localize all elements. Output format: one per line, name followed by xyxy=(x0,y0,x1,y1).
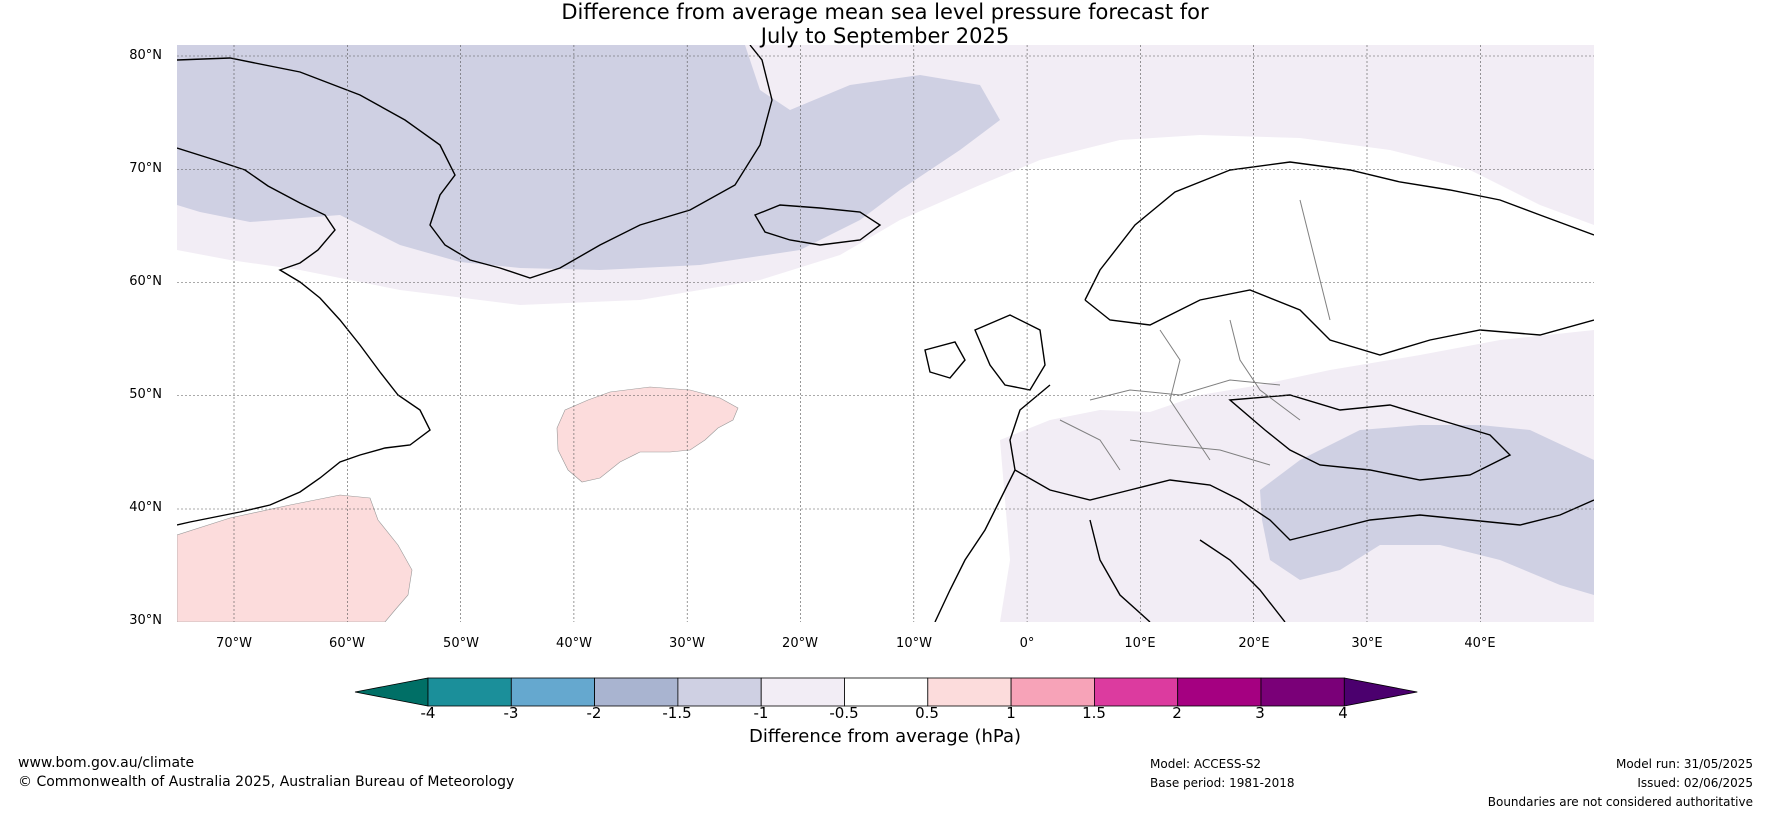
lat-label-30n: 30°N xyxy=(129,613,162,628)
lon-label-70w: 70°W xyxy=(216,636,252,651)
map-title: Difference from average mean sea level p… xyxy=(0,0,1770,48)
lat-label-40n: 40°N xyxy=(129,500,162,515)
colorbar-tick: 3 xyxy=(1255,704,1265,722)
anomaly-region-moderate-negative-north xyxy=(177,45,1000,270)
model-name: Model: ACCESS-S2 xyxy=(1150,757,1262,771)
colorbar-segment xyxy=(594,677,679,707)
map-area xyxy=(177,45,1594,622)
lat-label-80n: 80°N xyxy=(129,48,162,63)
lon-label-40w: 40°W xyxy=(556,636,592,651)
colorbar-tick: -2 xyxy=(586,704,602,722)
graticule xyxy=(177,45,1594,622)
colorbar-segment xyxy=(510,677,595,707)
colorbar-tick: -4 xyxy=(420,704,436,722)
colorbar-segment xyxy=(677,677,762,707)
lon-label-20w: 20°W xyxy=(782,636,818,651)
lon-label-30w: 30°W xyxy=(669,636,705,651)
colorbar-tick: 4 xyxy=(1338,704,1348,722)
colorbar-title: Difference from average (hPa) xyxy=(748,726,1022,747)
colorbar xyxy=(354,677,1418,707)
colorbar-segment xyxy=(844,677,929,707)
colorbar-segment xyxy=(760,677,845,707)
colorbar-tick: 0.5 xyxy=(915,704,939,722)
country-borders xyxy=(1059,199,1331,471)
website-link[interactable]: www.bom.gov.au/climate xyxy=(18,755,195,771)
lon-label-10e: 10°E xyxy=(1124,636,1156,651)
colorbar-extend-high xyxy=(1343,677,1418,707)
colorbar-segment xyxy=(927,677,1012,707)
colorbar-segment xyxy=(1094,677,1179,707)
base-period: Base period: 1981-2018 xyxy=(1150,776,1295,790)
lon-label-30e: 30°E xyxy=(1351,636,1383,651)
anomaly-region-positive-atlantic xyxy=(556,386,739,483)
colorbar-tick: 2 xyxy=(1172,704,1182,722)
title-line-1: Difference from average mean sea level p… xyxy=(561,0,1209,24)
colorbar-extend-low xyxy=(354,677,429,707)
lat-label-70n: 70°N xyxy=(129,161,162,176)
lon-label-50w: 50°W xyxy=(443,636,479,651)
colorbar-segment xyxy=(1177,677,1262,707)
colorbar-segment xyxy=(1260,677,1345,707)
issued-date: Issued: 02/06/2025 xyxy=(1637,776,1753,790)
colorbar-tick: 1 xyxy=(1006,704,1016,722)
anomaly-region-positive-west xyxy=(177,494,413,622)
lon-label-0: 0° xyxy=(1019,636,1035,651)
colorbar-tick: -1.5 xyxy=(662,704,692,722)
lat-label-60n: 60°N xyxy=(129,274,162,289)
title-line-2: July to September 2025 xyxy=(760,24,1010,48)
colorbar-segment xyxy=(1010,677,1095,707)
coastlines xyxy=(177,45,1594,622)
lon-label-20e: 20°E xyxy=(1238,636,1270,651)
model-run-date: Model run: 31/05/2025 xyxy=(1615,757,1753,771)
colorbar-tick: -0.5 xyxy=(829,704,859,722)
colorbar-tick: 1.5 xyxy=(1082,704,1106,722)
colorbar-tick: -3 xyxy=(503,704,519,722)
lat-label-50n: 50°N xyxy=(129,387,162,402)
lon-label-60w: 60°W xyxy=(329,636,365,651)
colorbar-segment xyxy=(427,677,512,707)
boundary-disclaimer: Boundaries are not considered authoritat… xyxy=(1487,795,1753,809)
lon-label-40e: 40°E xyxy=(1464,636,1496,651)
colorbar-tick: -1 xyxy=(753,704,769,722)
copyright-text: © Commonwealth of Australia 2025, Austra… xyxy=(18,774,515,790)
lon-label-10w: 10°W xyxy=(896,636,932,651)
